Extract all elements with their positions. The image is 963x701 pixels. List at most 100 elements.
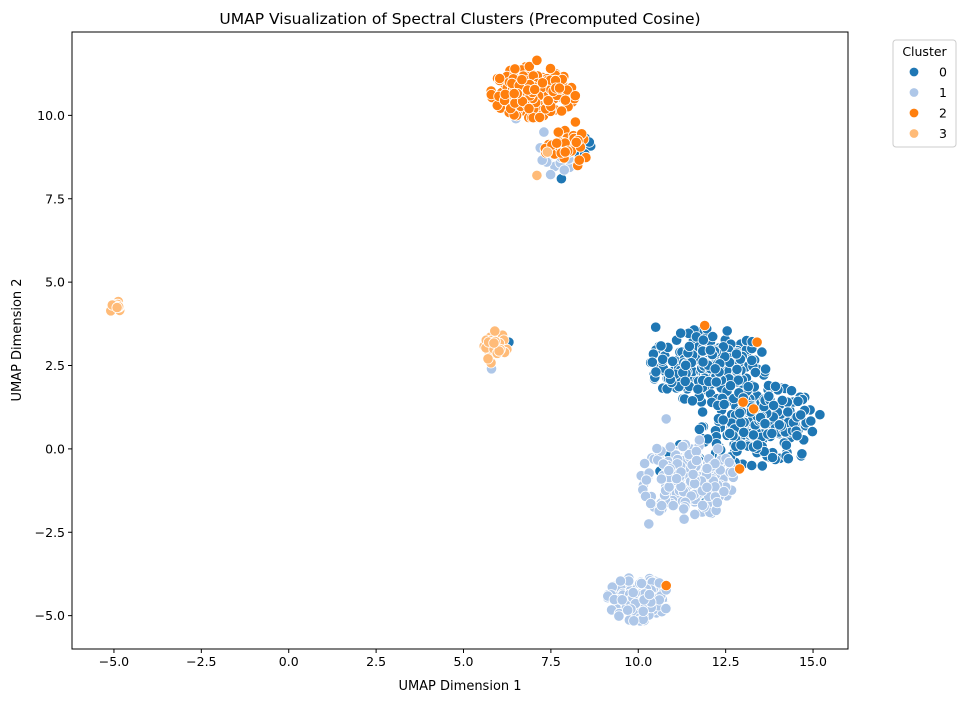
legend-label-2: 2	[939, 106, 947, 121]
point-cluster-1	[643, 518, 655, 530]
legend: Cluster 0 1 2 3	[892, 39, 957, 148]
point-cluster-1	[667, 499, 679, 512]
point-cluster-2	[553, 82, 566, 94]
point-cluster-1	[677, 440, 689, 453]
point-cluster-0	[704, 344, 716, 356]
legend-label-0: 0	[939, 65, 947, 80]
point-cluster-0	[710, 376, 722, 388]
point-cluster-0	[655, 340, 667, 352]
legend-label-3: 3	[939, 126, 947, 141]
point-cluster-0	[759, 418, 771, 430]
point-cluster-2	[573, 154, 585, 166]
y-tick-label: 0.0	[45, 441, 65, 456]
point-cluster-1	[693, 434, 706, 446]
point-cluster-0	[675, 327, 687, 339]
point-cluster-1	[655, 473, 668, 485]
legend-frame	[892, 39, 957, 148]
y-tick-label: −5.0	[35, 608, 65, 623]
point-cluster-1	[688, 478, 701, 490]
point-cluster-2	[523, 60, 535, 73]
point-cluster-0	[657, 353, 669, 365]
legend-title: Cluster	[902, 44, 947, 59]
point-cluster-1	[627, 586, 639, 599]
series-0	[503, 76, 826, 507]
point-cluster-0	[759, 363, 772, 375]
x-tick-label: 5.0	[454, 654, 474, 669]
point-cluster-0	[646, 356, 658, 368]
point-cluster-2	[699, 319, 711, 332]
point-cluster-2	[559, 94, 572, 106]
point-cluster-0	[692, 383, 704, 395]
point-cluster-0	[751, 439, 764, 451]
point-cluster-2	[536, 77, 549, 89]
point-cluster-1	[538, 126, 550, 138]
point-cluster-0	[650, 366, 662, 378]
point-cluster-0	[805, 415, 817, 427]
point-cluster-0	[782, 406, 794, 418]
point-cluster-0	[735, 416, 747, 429]
point-cluster-1	[635, 577, 648, 590]
point-cluster-2	[544, 62, 557, 75]
point-cluster-0	[795, 409, 807, 421]
point-cluster-1	[701, 481, 713, 493]
point-cluster-0	[718, 398, 730, 410]
point-cluster-0	[773, 419, 785, 431]
point-cluster-0	[693, 423, 706, 435]
point-cluster-3	[111, 301, 123, 314]
point-cluster-0	[746, 459, 758, 472]
point-cluster-3	[488, 337, 500, 349]
point-cluster-0	[785, 385, 798, 397]
point-cluster-1	[678, 503, 690, 515]
point-cluster-2	[542, 95, 554, 107]
point-cluster-0	[749, 366, 762, 378]
x-tick-label: 10.0	[624, 654, 652, 669]
legend-marker-1	[908, 87, 920, 98]
point-cluster-2	[559, 146, 571, 158]
point-cluster-1	[690, 454, 703, 467]
legend-label-1: 1	[939, 85, 947, 100]
point-cluster-1	[718, 485, 730, 498]
point-cluster-2	[733, 463, 746, 475]
point-cluster-1	[687, 468, 699, 480]
point-cluster-0	[769, 380, 782, 392]
point-cluster-1	[696, 499, 709, 511]
series-2	[485, 54, 763, 592]
x-tick-label: 15.0	[799, 654, 827, 669]
point-cluster-2	[570, 136, 582, 148]
point-cluster-0	[721, 325, 733, 337]
point-cluster-1	[643, 588, 656, 601]
point-cluster-1	[670, 473, 683, 485]
point-cluster-2	[494, 72, 506, 85]
point-cluster-1	[558, 164, 570, 176]
y-tick-label: −2.5	[35, 525, 65, 540]
point-cluster-0	[650, 321, 662, 333]
point-cluster-1	[660, 413, 672, 425]
point-cluster-2	[531, 54, 543, 66]
point-cluster-1	[616, 594, 628, 606]
y-axis: −5.0 −2.5 0.0 2.5 5.0 7.5 10.0	[35, 108, 72, 623]
point-cluster-0	[697, 356, 709, 368]
point-cluster-0	[680, 359, 692, 371]
point-cluster-0	[663, 367, 675, 379]
point-cluster-1	[656, 499, 668, 512]
point-cluster-0	[683, 340, 696, 352]
point-cluster-0	[746, 354, 758, 366]
point-cluster-0	[731, 363, 743, 375]
point-cluster-1	[638, 457, 651, 470]
point-cluster-1	[701, 462, 713, 475]
point-cluster-2	[660, 579, 672, 592]
point-cluster-0	[734, 407, 746, 419]
legend-marker-3	[908, 128, 920, 139]
y-axis-label: UMAP Dimension 2	[10, 278, 25, 401]
x-tick-label: 12.5	[712, 654, 740, 669]
point-cluster-2	[751, 336, 763, 348]
legend-marker-2	[908, 107, 920, 119]
point-cluster-1	[712, 443, 724, 455]
point-cluster-0	[707, 330, 719, 343]
point-cluster-1	[660, 602, 672, 615]
point-cluster-0	[747, 429, 760, 441]
point-cluster-2	[552, 126, 564, 138]
point-cluster-1	[622, 604, 634, 616]
point-cluster-2	[508, 88, 520, 100]
